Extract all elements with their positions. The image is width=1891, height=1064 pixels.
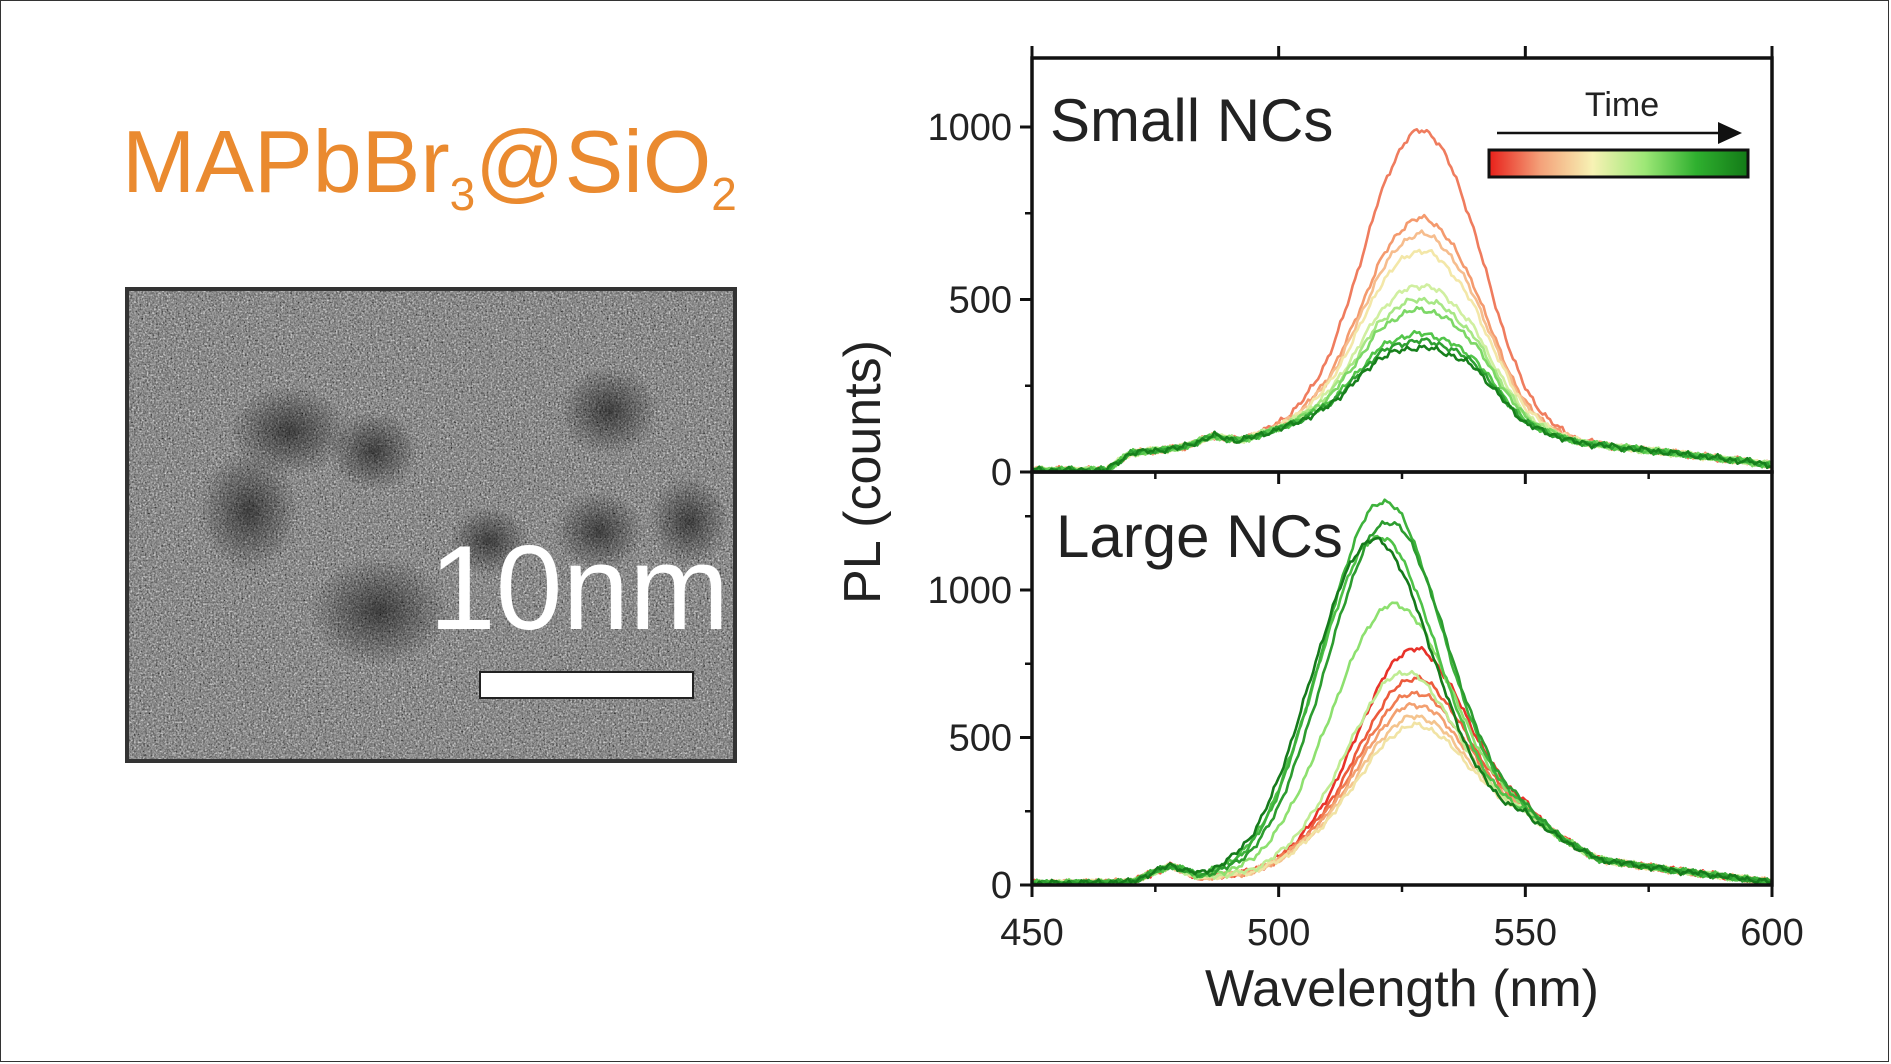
series-line — [1032, 702, 1772, 885]
series-line — [1032, 520, 1772, 885]
series-line — [1032, 248, 1772, 472]
series-line — [1032, 534, 1772, 885]
title-mid: @SiO — [475, 112, 712, 211]
x-tick-label: 550 — [1494, 912, 1557, 954]
x-axis-label: Wavelength (nm) — [1205, 960, 1599, 1018]
series-line — [1032, 601, 1772, 885]
y-axis-label: PL (counts) — [834, 340, 892, 604]
time-legend: Time — [1487, 86, 1750, 179]
y-tick-label: 0 — [991, 865, 1012, 907]
time-colorbar — [1487, 148, 1750, 179]
panel-small-ncs: 0 500 1000 Small NCs — [927, 46, 1774, 494]
y-tick-label: 0 — [991, 452, 1012, 494]
series-line — [1032, 344, 1772, 472]
y-tick-label: 500 — [949, 280, 1012, 322]
series-line — [1032, 296, 1772, 472]
panel-label: Small NCs — [1050, 87, 1333, 154]
tem-micrograph: 10nm — [125, 287, 737, 763]
scale-bar — [479, 671, 694, 699]
x-tick-label: 500 — [1247, 912, 1310, 954]
x-tick-label: 600 — [1740, 912, 1803, 954]
series-line — [1032, 128, 1772, 472]
series-line — [1032, 536, 1772, 885]
series-line — [1032, 213, 1772, 472]
title-subscript-1: 3 — [449, 168, 476, 220]
series-line — [1032, 714, 1772, 885]
time-arrow-head — [1718, 122, 1742, 144]
title-main: MAPbBr — [122, 112, 450, 211]
panel-large-ncs: 0 500 1000 Large NCs — [927, 470, 1774, 907]
figure-title: MAPbBr3@SiO2 — [122, 118, 737, 218]
series-line — [1032, 721, 1772, 885]
series-line — [1032, 669, 1772, 885]
y-tick-label: 1000 — [927, 570, 1012, 612]
title-subscript-2: 2 — [711, 168, 737, 220]
scale-bar-label: 10nm — [429, 521, 730, 655]
legend-label: Time — [1585, 86, 1659, 124]
x-tick-label: 450 — [1000, 912, 1063, 954]
y-tick-label: 500 — [949, 718, 1012, 760]
series-line — [1032, 229, 1772, 472]
panel-label: Large NCs — [1056, 503, 1343, 570]
y-tick-label: 1000 — [927, 107, 1012, 149]
